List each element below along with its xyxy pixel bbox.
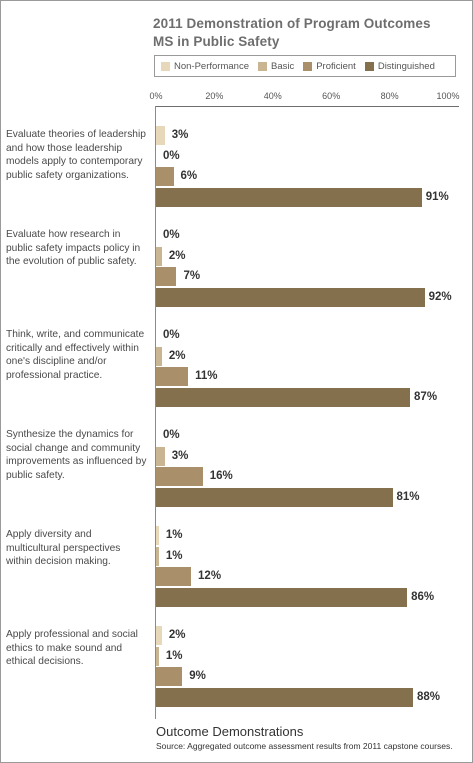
bar-distinguished: [156, 187, 422, 207]
bar-value-label: 0%: [163, 149, 180, 162]
category-label: Evaluate theories of leadership and how …: [6, 129, 146, 181]
bar-basic: [156, 646, 159, 666]
legend-swatch: [161, 61, 170, 71]
chart-title-line-1: 2011 Demonstration of Program Outcomes: [153, 16, 431, 31]
chart-legend: Non-Performance Basic Proficient Disting…: [154, 55, 456, 77]
bar-value-label: 3%: [171, 449, 189, 462]
bar-distinguished: [156, 387, 411, 407]
bar-proficient: [156, 167, 174, 186]
bar-value-label: 1%: [165, 529, 183, 541]
x-axis-line: [155, 106, 459, 107]
legend-swatch: [257, 61, 267, 71]
bar-basic: [156, 446, 165, 466]
bar-proficient: [156, 267, 177, 286]
bar-value-label: 91%: [425, 190, 449, 203]
bar-distinguished: [156, 287, 425, 307]
bar-value-label: 86%: [411, 590, 435, 603]
bar-distinguished: [156, 487, 393, 507]
bar-basic: [156, 346, 162, 366]
bar-non-performance: [156, 526, 159, 545]
legend-swatch: [364, 61, 374, 71]
legend-label: Distinguished: [377, 60, 435, 72]
chart-title-line-2: MS in Public Safety: [153, 34, 280, 49]
bar-value-label: 88%: [416, 690, 440, 703]
x-tick-label: 20%: [205, 91, 224, 101]
legend-label: Non-Performance: [174, 60, 249, 72]
bar-value-label: 9%: [189, 670, 206, 682]
bar-distinguished: [156, 587, 408, 607]
bar-value-label: 3%: [171, 129, 189, 141]
x-tick-label: 40%: [263, 91, 282, 101]
bar-value-label: 11%: [195, 370, 218, 382]
bar-basic: [156, 246, 162, 266]
legend-item-non-performance: Non-Performance: [161, 61, 249, 72]
bar-proficient: [156, 567, 192, 586]
category-label: Apply diversity and multicultural perspe…: [6, 529, 121, 567]
legend-item-distinguished: Distinguished: [364, 60, 435, 72]
legend-item-basic: Basic: [257, 60, 295, 72]
bar-value-label: 81%: [396, 490, 420, 503]
bar-value-label: 2%: [168, 249, 186, 262]
y-axis-line: [155, 106, 156, 719]
bar-value-label: 2%: [168, 629, 186, 641]
x-tick-label: 60%: [322, 91, 341, 101]
category-label: Synthesize the dynamics for social chang…: [6, 429, 147, 481]
category-label: Apply professional and social ethics to …: [6, 629, 138, 667]
x-tick-label: 0%: [149, 91, 163, 101]
bar-value-label: 6%: [180, 170, 198, 182]
bar-value-label: 2%: [168, 349, 186, 362]
bar-value-label: 12%: [198, 570, 222, 582]
bar-proficient: [156, 367, 189, 386]
x-tick-label: 80%: [380, 91, 399, 101]
category-label: Think, write, and communicate critically…: [6, 329, 145, 381]
bar-distinguished: [156, 687, 413, 707]
legend-label: Proficient: [316, 60, 356, 72]
bar-value-label: 7%: [183, 270, 201, 282]
chart-title: 2011 Demonstration of Program Outcomes M…: [153, 15, 431, 51]
legend-swatch: [303, 61, 313, 71]
legend-label: Basic: [270, 60, 295, 72]
bar-value-label: 1%: [165, 649, 183, 662]
bar-value-label: 0%: [163, 229, 180, 241]
bar-non-performance: [156, 126, 165, 145]
bar-basic: [156, 546, 159, 566]
legend-item-proficient: Proficient: [303, 61, 356, 72]
bar-value-label: 1%: [165, 549, 183, 562]
bar-value-label: 0%: [163, 429, 180, 441]
x-tick-label: 100%: [436, 91, 460, 101]
x-axis-title: Outcome Demonstrations: [156, 724, 304, 739]
source-note: Source: Aggregated outcome assessment re…: [156, 741, 453, 751]
bar-proficient: [156, 467, 203, 486]
bar-proficient: [156, 667, 183, 686]
bar-non-performance: [156, 626, 162, 645]
bar-value-label: 16%: [209, 470, 233, 482]
bar-value-label: 0%: [163, 329, 180, 341]
bar-value-label: 92%: [428, 290, 452, 303]
bar-value-label: 87%: [414, 390, 438, 403]
category-label: Evaluate how research in public safety i…: [6, 229, 141, 267]
